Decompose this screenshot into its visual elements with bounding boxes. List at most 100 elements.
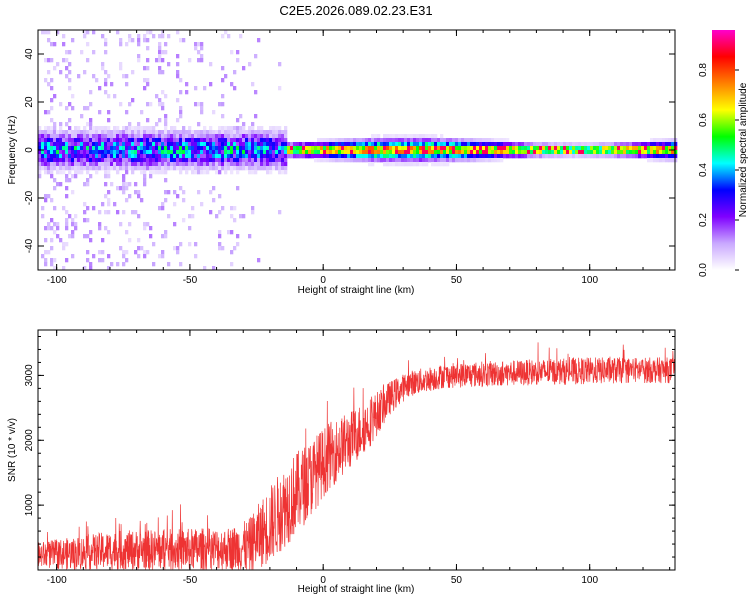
spectrogram-cell bbox=[128, 150, 132, 155]
spectrogram-cell bbox=[137, 38, 141, 43]
spectrogram-cell bbox=[380, 150, 384, 155]
spectrogram-cell bbox=[563, 142, 567, 147]
spectrogram-cell bbox=[374, 158, 378, 163]
spectrogram-cell bbox=[116, 142, 120, 147]
spectrogram-cell bbox=[194, 166, 198, 171]
spectrogram-cell bbox=[200, 54, 204, 59]
spectrogram-cell bbox=[221, 142, 225, 147]
spectrogram-cell bbox=[449, 150, 453, 155]
spectrogram-cell bbox=[44, 142, 48, 147]
spectrogram-cell bbox=[413, 154, 417, 159]
spectrogram-cell bbox=[500, 142, 504, 147]
spectrogram-cell bbox=[155, 162, 159, 167]
spectrogram-cell bbox=[314, 142, 318, 147]
spectrogram-cell bbox=[383, 134, 387, 139]
spectrogram-cell bbox=[107, 170, 111, 175]
spectrogram-cell bbox=[131, 38, 135, 43]
spectrogram-cell bbox=[56, 154, 60, 159]
spectrogram-cell bbox=[197, 190, 201, 195]
spectrogram-cell bbox=[368, 154, 372, 159]
spectrogram-cell bbox=[233, 166, 237, 171]
spectrogram-cell bbox=[593, 154, 597, 159]
spectrogram-cell bbox=[650, 146, 654, 151]
spectrogram-cell bbox=[62, 242, 66, 247]
spectrogram-cell bbox=[212, 142, 216, 147]
spectrogram-cell bbox=[134, 154, 138, 159]
spectrogram-cell bbox=[95, 126, 99, 131]
spectrogram-cell bbox=[353, 142, 357, 147]
spectrogram-cell bbox=[659, 146, 663, 151]
spectrogram-cell bbox=[200, 46, 204, 51]
spectrogram-cell bbox=[146, 222, 150, 227]
spectrogram-cell bbox=[224, 74, 228, 79]
spectrogram-cell bbox=[176, 118, 180, 123]
spectrogram-cell bbox=[50, 238, 54, 243]
spectrogram-cell bbox=[119, 246, 123, 251]
spectrogram-cell bbox=[272, 154, 276, 159]
spectrogram-cell bbox=[383, 138, 387, 143]
spectrogram-cell bbox=[59, 170, 63, 175]
spectrogram-cell bbox=[431, 150, 435, 155]
spectrogram-cell bbox=[56, 30, 60, 35]
spectrogram-cell bbox=[557, 150, 561, 155]
spectrogram-cell bbox=[47, 146, 51, 151]
spectrogram-cell bbox=[665, 158, 669, 163]
spectrogram-cell bbox=[56, 134, 60, 139]
spectrogram-cell bbox=[464, 146, 468, 151]
spectrogram-cell bbox=[647, 154, 651, 159]
spectrogram-cell bbox=[164, 158, 168, 163]
spectrogram-cell bbox=[137, 54, 141, 59]
spectrogram-cell bbox=[521, 142, 525, 147]
spectrogram-cell bbox=[41, 254, 45, 259]
spectrogram-cell bbox=[197, 146, 201, 151]
spectrogram-cell bbox=[164, 122, 168, 127]
spectrogram-cell bbox=[641, 154, 645, 159]
spectrogram-cell bbox=[119, 154, 123, 159]
spectrogram-cell bbox=[365, 150, 369, 155]
spectrogram-cell bbox=[113, 158, 117, 163]
spectrogram-cell bbox=[242, 150, 246, 155]
spectrogram-cell bbox=[242, 146, 246, 151]
spectrogram-cell bbox=[581, 146, 585, 151]
spectrogram-cell bbox=[65, 242, 69, 247]
spectrogram-cell bbox=[179, 262, 183, 267]
spectrogram-cell bbox=[656, 142, 660, 147]
spectrogram-cell bbox=[167, 166, 171, 171]
spectrogram-cell bbox=[77, 74, 81, 79]
spectrogram-cell bbox=[638, 154, 642, 159]
spectrogram-cell bbox=[107, 110, 111, 115]
spectrogram-cell bbox=[131, 162, 135, 167]
spectrogram-cell bbox=[647, 150, 651, 155]
spectrogram-cell bbox=[62, 34, 66, 39]
spectrogram-cell bbox=[212, 266, 216, 271]
spectrogram-cell bbox=[185, 146, 189, 151]
spectrogram-cell bbox=[158, 130, 162, 135]
spectrogram-cell bbox=[50, 226, 54, 231]
spectrogram-cell bbox=[626, 142, 630, 147]
spectrogram-cell bbox=[245, 158, 249, 163]
spectrogram-cell bbox=[77, 162, 81, 167]
spectrogram-cell bbox=[38, 134, 42, 139]
spectrogram-cell bbox=[44, 198, 48, 203]
spectrogram-cell bbox=[62, 154, 66, 159]
spectrogram-cell bbox=[248, 130, 252, 135]
spectrogram-cell bbox=[476, 138, 480, 143]
spectrogram-cell bbox=[68, 214, 72, 219]
spectrogram-cell bbox=[221, 150, 225, 155]
spectrogram-cell bbox=[326, 154, 330, 159]
spectrogram-cell bbox=[62, 42, 66, 47]
spectrogram-cell bbox=[218, 234, 222, 239]
spectrogram-cell bbox=[335, 158, 339, 163]
spectrogram-cell bbox=[383, 154, 387, 159]
spectrogram-cell bbox=[455, 142, 459, 147]
spectrogram-cell bbox=[392, 146, 396, 151]
spectrogram-cell bbox=[125, 154, 129, 159]
spectrogram-cell bbox=[392, 142, 396, 147]
spectrogram-cell bbox=[488, 138, 492, 143]
spectrogram-cell bbox=[203, 130, 207, 135]
spectrogram-cell bbox=[266, 162, 270, 167]
spectrogram-cell bbox=[89, 142, 93, 147]
spectrogram-cell bbox=[89, 90, 93, 95]
spectrogram-cell bbox=[275, 134, 279, 139]
spectrogram-cell bbox=[434, 154, 438, 159]
